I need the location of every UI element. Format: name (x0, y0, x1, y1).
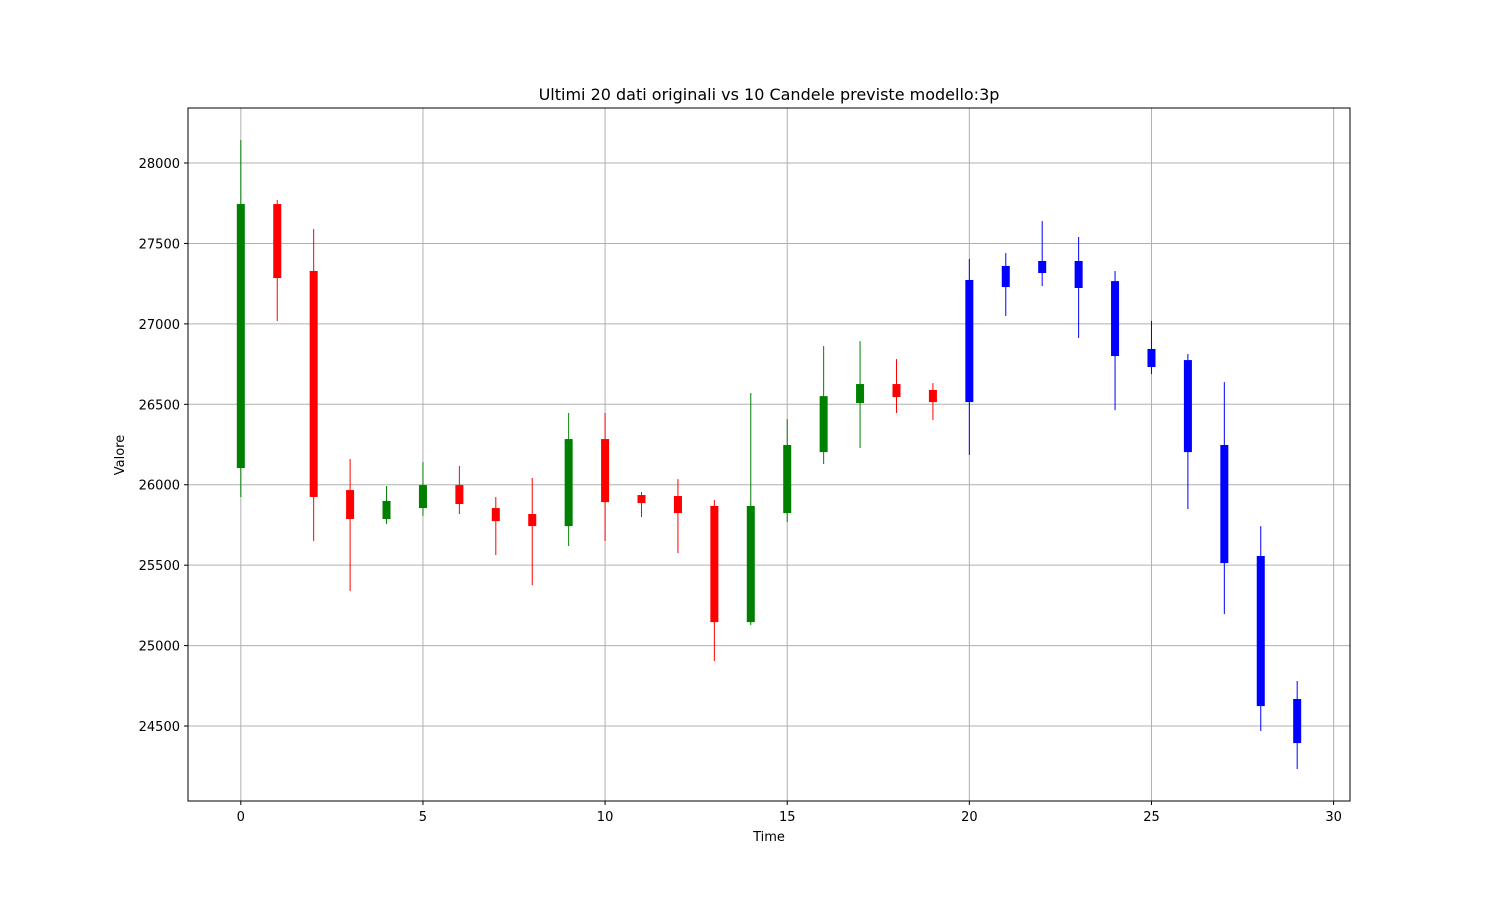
candle-body (1147, 348, 1156, 367)
x-axis-label: Time (752, 830, 785, 845)
x-tick-label: 20 (961, 810, 978, 825)
candle-body (1220, 445, 1229, 564)
candle-body (783, 445, 792, 514)
chart-title: Ultimi 20 dati originali vs 10 Candele p… (539, 85, 1000, 104)
x-tick-label: 5 (419, 810, 427, 825)
candle-body (564, 439, 573, 527)
x-tick-label: 30 (1325, 810, 1342, 825)
x-tick-label: 10 (597, 810, 614, 825)
candle-body (928, 389, 937, 403)
candle-body (309, 270, 318, 497)
y-tick-label: 24500 (139, 720, 180, 735)
y-tick-label: 26500 (139, 398, 180, 413)
candle-body (1183, 360, 1192, 453)
candle-body (1038, 260, 1047, 274)
candle-body (1256, 556, 1265, 707)
candle-body (382, 500, 391, 520)
y-tick-label: 27000 (139, 318, 180, 333)
candle-body (1074, 260, 1083, 289)
candle-body (491, 508, 500, 522)
candle-body (965, 279, 974, 403)
x-tick-label: 0 (237, 810, 245, 825)
candle-body (1001, 265, 1010, 288)
candle-body (1111, 281, 1120, 357)
x-tick-label: 15 (779, 810, 796, 825)
y-axis-label: Valore (113, 435, 128, 475)
candle-body (746, 505, 755, 623)
candle-body (273, 204, 282, 279)
candle-body (819, 396, 828, 453)
candle-body (236, 204, 245, 469)
candle-body (856, 384, 865, 404)
x-tick-label: 25 (1143, 810, 1160, 825)
y-tick-label: 27500 (139, 237, 180, 252)
candle-body (892, 384, 901, 398)
y-tick-label: 28000 (139, 157, 180, 172)
y-tick-label: 26000 (139, 479, 180, 494)
candle-body (673, 496, 682, 514)
y-tick-label: 25000 (139, 640, 180, 655)
candle-body (1293, 699, 1302, 744)
plot-frame (187, 107, 1351, 802)
candle-body (528, 514, 537, 527)
candle-body (637, 495, 646, 504)
candle-body (455, 485, 464, 505)
candle-body (710, 505, 719, 623)
y-tick-label: 25500 (139, 559, 180, 574)
candle-body (418, 485, 427, 509)
candle-body (601, 439, 610, 503)
candle-body (346, 490, 355, 520)
